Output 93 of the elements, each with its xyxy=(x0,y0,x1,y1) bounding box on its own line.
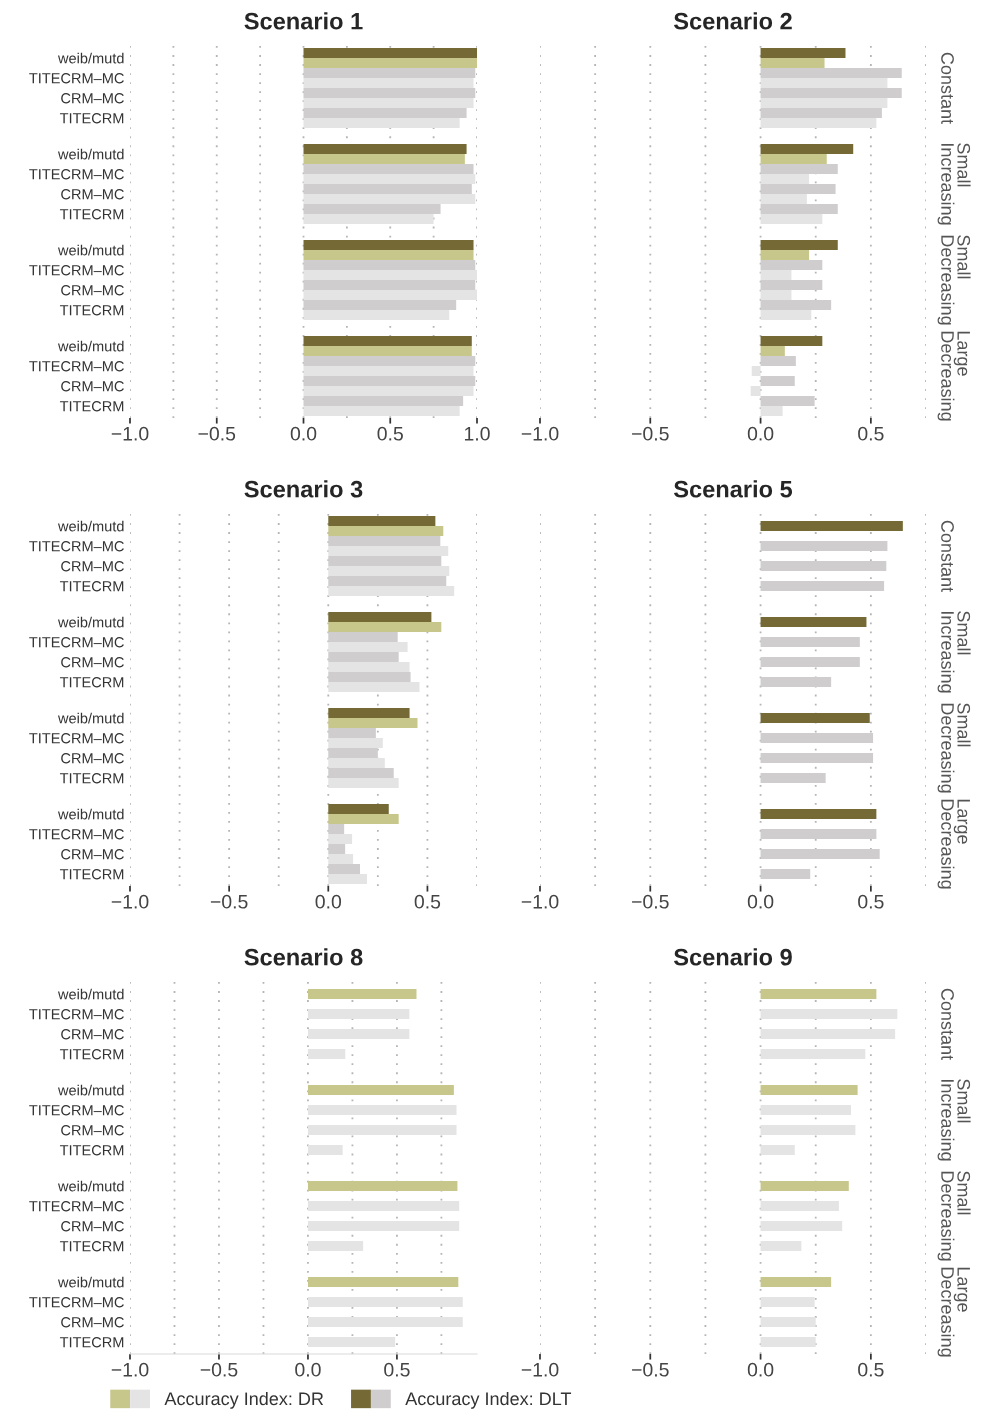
y-tick-label: TITECRM xyxy=(59,1145,124,1156)
chart-title: Scenario 5 xyxy=(673,480,793,498)
y-tick-label: weib/mutd xyxy=(57,1276,124,1288)
x-tick-label: −1.0 xyxy=(111,1362,149,1377)
x-tick-label: −1.0 xyxy=(521,894,559,909)
y-tick-label: weib/mutd xyxy=(57,1084,124,1096)
x-tick-label: −1.0 xyxy=(521,1362,559,1377)
text: Constant xyxy=(941,988,954,1060)
x-tick-label: −1.0 xyxy=(111,426,149,441)
chart-title: Scenario 2 xyxy=(673,12,792,30)
y-tick-label: weib/mutd xyxy=(57,340,124,352)
x-tick-label: 0.5 xyxy=(858,894,884,909)
y-tick-label: weib/mutd xyxy=(57,988,124,1000)
x-tick-label: −0.5 xyxy=(200,1362,238,1377)
text: Constant xyxy=(941,52,954,124)
text: Small Decreasing xyxy=(937,703,971,793)
text: Small Increasing xyxy=(937,611,971,693)
y-tick-label: CRM–MC xyxy=(61,1125,124,1136)
x-tick-label: 0.0 xyxy=(747,426,774,441)
y-tick-label: TITECRM–MC xyxy=(29,1009,124,1020)
y-tick-label: weib/mutd xyxy=(57,712,124,724)
y-tick-label: CRM–MC xyxy=(61,189,124,200)
legend-label: Accuracy Index: DR xyxy=(164,1391,324,1409)
x-tick-label: 0.5 xyxy=(858,1362,884,1377)
text: Constant xyxy=(941,520,954,592)
x-tick-label: −0.5 xyxy=(632,426,669,441)
y-tick-label: TITECRM xyxy=(59,581,124,592)
y-tick-label: TITECRM–MC xyxy=(29,541,124,552)
y-tick-label: TITECRM–MC xyxy=(29,265,124,276)
y-tick-label: TITECRM–MC xyxy=(29,829,124,840)
x-tick-label: 0.5 xyxy=(384,1362,410,1377)
y-tick-label: CRM–MC xyxy=(61,849,124,860)
y-tick-label: weib/mutd xyxy=(57,244,124,256)
text: Small Decreasing xyxy=(937,1171,971,1261)
text: Small Decreasing xyxy=(937,235,971,325)
y-tick-label: TITECRM xyxy=(59,1241,124,1252)
y-tick-label: weib/mutd xyxy=(57,52,124,64)
y-tick-label: weib/mutd xyxy=(57,616,124,628)
y-tick-label: TITECRM–MC xyxy=(29,169,124,180)
y-tick-label: weib/mutd xyxy=(57,520,124,532)
y-tick-label: TITECRM xyxy=(59,677,124,688)
y-tick-label: TITECRM–MC xyxy=(29,1297,124,1308)
y-tick-label: TITECRM xyxy=(59,869,124,880)
y-tick-label: TITECRM–MC xyxy=(29,637,124,648)
y-tick-label: TITECRM–MC xyxy=(29,1105,124,1116)
x-tick-label: 1.0 xyxy=(464,426,490,441)
chart-title: Scenario 1 xyxy=(244,12,363,30)
x-tick-label: −1.0 xyxy=(111,894,149,909)
y-tick-label: CRM–MC xyxy=(61,1317,124,1328)
y-tick-label: TITECRM–MC xyxy=(29,1201,124,1212)
x-tick-label: −0.5 xyxy=(210,894,248,909)
text: Large Decreasing xyxy=(937,1267,970,1357)
x-tick-label: 0.5 xyxy=(414,894,441,909)
x-tick-label: 0.0 xyxy=(747,1362,774,1377)
x-tick-label: 0.0 xyxy=(315,894,342,909)
y-tick-label: TITECRM xyxy=(59,1337,124,1348)
text: Large Decreasing xyxy=(937,331,970,421)
x-tick-label: 0.0 xyxy=(295,1362,321,1377)
x-tick-label: −0.5 xyxy=(198,426,236,441)
chart-title: Scenario 9 xyxy=(673,948,792,966)
y-tick-label: TITECRM xyxy=(59,401,124,412)
chart-title: Scenario 8 xyxy=(244,948,363,966)
y-tick-label: CRM–MC xyxy=(61,1029,124,1040)
x-tick-label: −0.5 xyxy=(632,1362,669,1377)
y-tick-label: weib/mutd xyxy=(57,808,124,820)
y-tick-label: TITECRM xyxy=(59,209,124,220)
x-tick-label: 0.0 xyxy=(290,426,317,441)
y-tick-label: CRM–MC xyxy=(61,381,124,392)
y-tick-label: TITECRM xyxy=(59,773,124,784)
x-tick-label: 0.5 xyxy=(858,426,884,441)
y-tick-label: CRM–MC xyxy=(61,753,124,764)
y-tick-label: TITECRM–MC xyxy=(29,733,124,744)
text: Small Increasing xyxy=(937,1079,971,1161)
y-tick-label: weib/mutd xyxy=(57,1180,124,1192)
x-tick-label: 0.0 xyxy=(747,894,774,909)
text: Large Decreasing xyxy=(937,799,970,889)
y-tick-label: CRM–MC xyxy=(61,561,124,572)
legend-label: Accuracy Index: DLT xyxy=(405,1391,572,1409)
x-tick-label: −1.0 xyxy=(521,426,559,441)
y-tick-label: weib/mutd xyxy=(57,148,124,160)
y-tick-label: TITECRM xyxy=(59,113,124,124)
y-tick-label: CRM–MC xyxy=(61,93,124,104)
chart-title: Scenario 3 xyxy=(244,480,363,498)
y-tick-label: TITECRM–MC xyxy=(29,73,124,84)
x-tick-label: 0.5 xyxy=(377,426,403,441)
y-tick-label: CRM–MC xyxy=(61,1221,124,1232)
y-tick-label: TITECRM xyxy=(59,305,124,316)
y-tick-label: TITECRM–MC xyxy=(29,361,124,372)
y-tick-label: TITECRM xyxy=(59,1049,124,1060)
x-tick-label: −0.5 xyxy=(632,894,669,909)
y-tick-label: CRM–MC xyxy=(61,285,124,296)
y-tick-label: CRM–MC xyxy=(61,657,124,668)
text: Small Increasing xyxy=(937,143,971,225)
